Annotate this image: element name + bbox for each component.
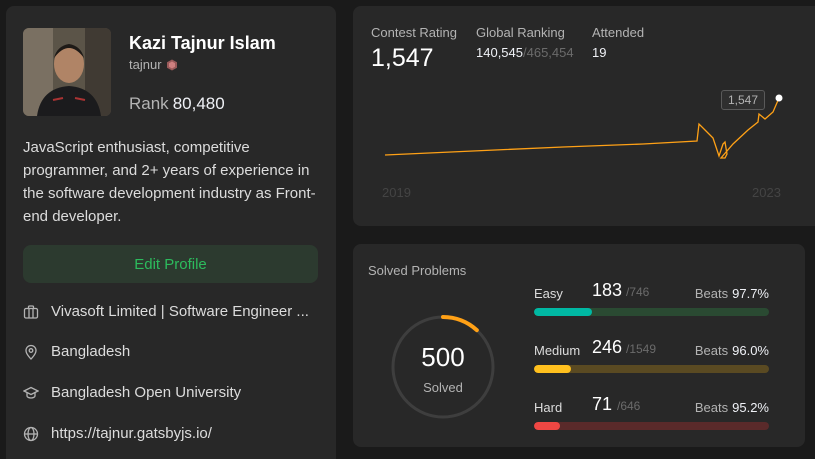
info-location: Bangladesh bbox=[23, 343, 323, 360]
info-website[interactable]: https://tajnur.gatsbyjs.io/ bbox=[23, 425, 323, 442]
solved-title: Solved Problems bbox=[368, 263, 467, 278]
hard-count: 71 bbox=[592, 394, 613, 414]
easy-beats: Beats 97.7% bbox=[695, 286, 769, 301]
easy-bar bbox=[534, 308, 769, 316]
medium-total: /1549 bbox=[626, 342, 657, 356]
bio: JavaScript enthusiast, competitive progr… bbox=[23, 139, 316, 225]
edit-profile-button[interactable]: Edit Profile bbox=[23, 245, 318, 283]
profile-card: Kazi Tajnur Islam tajnur Rank 80,480 Java… bbox=[6, 6, 336, 459]
rating-graph[interactable] bbox=[353, 6, 815, 226]
contest-rating-label: Contest Rating bbox=[371, 25, 457, 40]
easy-beats-label: Beats bbox=[694, 286, 729, 301]
solved-total-label: Solved bbox=[423, 380, 463, 395]
medium-beats: Beats 96.0% bbox=[695, 343, 769, 358]
hard-beats: Beats 95.2% bbox=[695, 400, 769, 415]
rank: Rank 80,480 bbox=[129, 94, 225, 114]
contest-rating-value: 1,547 bbox=[371, 44, 434, 72]
solved-ring-progress bbox=[391, 315, 495, 419]
location-text: Bangladesh bbox=[51, 343, 131, 360]
global-ranking-label: Global Ranking bbox=[476, 25, 565, 40]
easy-label: Easy bbox=[534, 286, 563, 301]
attended-label: Attended bbox=[592, 25, 645, 40]
website-link[interactable]: https://tajnur.gatsbyjs.io/ bbox=[51, 425, 212, 442]
medium-bar bbox=[534, 365, 769, 373]
rating-tooltip: 1,547 bbox=[721, 90, 766, 110]
hard-bar bbox=[534, 422, 769, 430]
global-rank-total: /465,454 bbox=[523, 45, 574, 60]
username: tajnur bbox=[129, 57, 178, 72]
easy-count: 183 bbox=[592, 280, 623, 300]
solved-problems-card: Solved Problems 500 Solved Easy 183 /746… bbox=[353, 244, 805, 447]
medium-beats-label: Beats bbox=[694, 343, 729, 358]
rating-line bbox=[384, 97, 780, 159]
location-pin-icon bbox=[25, 344, 37, 360]
medium-count: 246 bbox=[592, 337, 623, 357]
school-text: Bangladesh Open University bbox=[51, 384, 242, 401]
company-text: Vivasoft Limited | Software Engineer ... bbox=[51, 303, 309, 320]
hard-label: Hard bbox=[534, 400, 563, 415]
hard-total: /646 bbox=[617, 399, 641, 413]
easy-bar-fill bbox=[534, 308, 592, 316]
badge-icon bbox=[166, 59, 177, 70]
info-school: Bangladesh Open University bbox=[23, 384, 323, 401]
year-start: 2019 bbox=[382, 185, 411, 200]
year-end: 2023 bbox=[752, 185, 781, 200]
avatar[interactable] bbox=[23, 28, 111, 116]
hard-beats-label: Beats bbox=[694, 400, 729, 415]
username-text: tajnur bbox=[129, 57, 162, 72]
rank-label: Rank bbox=[129, 94, 169, 113]
rank-value: 80,480 bbox=[172, 94, 225, 113]
globe-icon bbox=[23, 426, 39, 441]
profile-name: Kazi Tajnur Islam bbox=[129, 33, 276, 53]
hard-beats-value: 95.2% bbox=[732, 400, 769, 415]
global-rank-value: 140,545 bbox=[476, 45, 523, 60]
info-company: Vivasoft Limited | Software Engineer ... bbox=[23, 303, 323, 320]
solved-total: 500 bbox=[421, 342, 465, 372]
contest-rating-card: Contest Rating 1,547 Global Ranking 140,… bbox=[353, 6, 815, 226]
easy-beats-value: 97.7% bbox=[732, 286, 769, 301]
global-ranking: 140,545/465,454 bbox=[476, 45, 574, 60]
medium-bar-fill bbox=[534, 365, 572, 373]
easy-total: /746 bbox=[626, 285, 650, 299]
attended-value: 19 bbox=[592, 45, 607, 60]
medium-label: Medium bbox=[534, 343, 581, 358]
briefcase-icon bbox=[23, 304, 39, 319]
rating-point bbox=[775, 94, 783, 102]
medium-beats-value: 96.0% bbox=[732, 343, 769, 358]
hard-bar-fill bbox=[534, 422, 560, 430]
solved-ring[interactable] bbox=[391, 315, 495, 419]
graduation-cap-icon bbox=[23, 386, 39, 399]
